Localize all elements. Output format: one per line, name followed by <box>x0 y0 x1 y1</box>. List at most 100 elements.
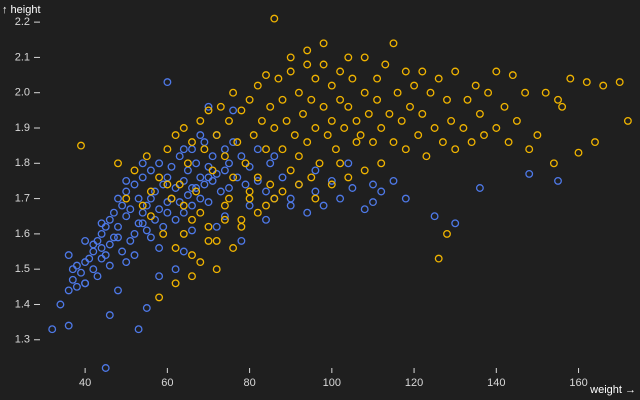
data-point <box>212 222 221 231</box>
data-point <box>200 145 209 154</box>
data-point <box>167 162 176 171</box>
data-point <box>623 116 632 125</box>
data-point <box>220 215 229 224</box>
y-tick-label: 2.1 <box>15 51 30 63</box>
data-point <box>196 208 205 217</box>
data-point <box>97 219 106 228</box>
data-point <box>192 159 201 168</box>
data-point <box>377 124 386 132</box>
data-point <box>500 102 509 111</box>
data-point <box>183 166 192 175</box>
data-point <box>266 102 275 111</box>
data-point <box>188 215 196 224</box>
data-point <box>303 60 312 69</box>
data-point <box>179 201 188 210</box>
data-point <box>467 138 476 147</box>
data-point <box>225 184 233 192</box>
data-point <box>521 88 530 97</box>
data-point <box>241 159 250 168</box>
data-point <box>155 159 164 168</box>
data-point <box>508 71 517 80</box>
data-point <box>97 254 106 263</box>
data-point <box>262 145 270 154</box>
data-point <box>574 148 583 157</box>
data-point <box>138 173 147 182</box>
data-point <box>130 251 139 260</box>
data-point <box>447 116 456 125</box>
data-point <box>220 152 229 161</box>
y-tick-label: 1.9 <box>15 122 30 134</box>
data-point <box>373 95 382 104</box>
data-point <box>130 180 139 189</box>
data-point <box>175 180 184 189</box>
data-point <box>471 81 480 90</box>
data-point <box>155 244 164 252</box>
data-point <box>336 95 345 104</box>
data-point <box>77 268 85 277</box>
data-point <box>294 152 303 161</box>
data-point <box>204 236 213 245</box>
data-point <box>188 138 196 147</box>
data-point <box>336 159 345 168</box>
data-point <box>146 187 155 196</box>
data-point <box>492 67 501 76</box>
data-point <box>360 88 369 97</box>
data-point <box>196 173 205 182</box>
data-point <box>294 88 303 97</box>
data-point <box>130 229 139 238</box>
data-point <box>233 138 242 147</box>
series-0 <box>48 78 562 372</box>
data-point <box>109 233 118 242</box>
data-point <box>142 201 151 210</box>
data-point <box>81 236 90 245</box>
data-point <box>179 247 188 256</box>
data-point <box>179 229 188 238</box>
y-tick-label: 1.7 <box>15 192 30 204</box>
x-axis: 40 60 80 100 120 140 160 <box>79 368 588 389</box>
data-point <box>151 215 159 224</box>
data-point <box>72 261 81 270</box>
data-point <box>114 286 122 295</box>
data-point <box>475 184 484 192</box>
data-point <box>151 187 159 196</box>
data-point <box>179 145 188 154</box>
data-point <box>336 194 345 203</box>
data-points <box>48 14 632 372</box>
data-point <box>229 88 238 97</box>
data-point <box>72 282 81 291</box>
data-point <box>327 180 336 189</box>
data-point <box>183 159 192 168</box>
data-point <box>369 180 377 189</box>
data-point <box>159 222 168 231</box>
data-point <box>122 258 131 267</box>
data-point <box>311 194 320 203</box>
data-point <box>327 116 336 125</box>
data-point <box>278 173 287 182</box>
data-point <box>549 159 558 168</box>
data-point <box>393 88 402 97</box>
data-point <box>196 258 205 267</box>
data-point <box>414 131 423 140</box>
data-point <box>171 131 180 140</box>
y-tick-label: 1.3 <box>15 334 30 346</box>
data-point <box>327 176 336 185</box>
data-point <box>430 124 439 132</box>
data-point <box>155 205 164 214</box>
data-point <box>146 212 155 221</box>
data-point <box>97 244 106 252</box>
data-point <box>196 194 205 203</box>
data-point <box>204 102 213 111</box>
data-point <box>294 180 303 189</box>
data-point <box>525 145 534 154</box>
data-point <box>299 109 307 118</box>
y-tick-label: 1.4 <box>15 298 30 310</box>
data-point <box>360 205 369 214</box>
data-point <box>68 275 77 284</box>
data-point <box>212 131 221 140</box>
data-point <box>356 131 365 140</box>
data-point <box>422 152 431 161</box>
data-point <box>204 222 213 231</box>
data-point <box>118 201 127 210</box>
data-point <box>401 145 410 154</box>
data-point <box>142 304 151 312</box>
